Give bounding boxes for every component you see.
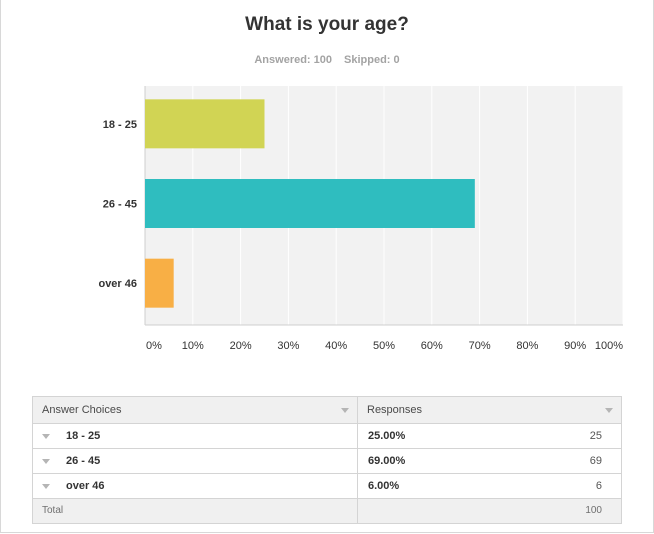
bar [145, 258, 174, 308]
x-tick-label: 40% [325, 340, 347, 352]
total-label: Total [42, 505, 64, 516]
response-percent: 6.00% [368, 480, 400, 492]
x-tick-label: 70% [469, 340, 491, 352]
response-cell: 6.00% 6 [357, 473, 622, 499]
choice-label: 18 - 25 [66, 430, 101, 442]
response-count: 6 [595, 480, 602, 492]
responses-table: Answer Choices Responses 18 - 25 25.00% … [32, 396, 622, 524]
x-tick-label: 90% [564, 340, 586, 352]
total-label-cell: Total [32, 498, 358, 524]
expand-caret-icon[interactable] [42, 434, 50, 439]
choice-cell: 26 - 45 [32, 448, 358, 474]
expand-caret-icon[interactable] [42, 484, 50, 489]
responses-header-label: Responses [367, 404, 423, 416]
x-tick-label: 0% [146, 340, 162, 352]
choice-label: 26 - 45 [66, 455, 101, 467]
sort-caret-icon[interactable] [605, 408, 613, 413]
category-label: 26 - 45 [103, 199, 137, 211]
category-label: over 46 [98, 278, 137, 290]
bar [145, 179, 475, 228]
response-count: 69 [589, 455, 602, 467]
response-cell: 69.00% 69 [357, 448, 622, 474]
x-tick-label: 10% [182, 340, 204, 352]
response-percent: 69.00% [368, 455, 406, 467]
response-percent: 25.00% [368, 430, 406, 442]
x-tick-label: 100% [595, 340, 623, 352]
x-tick-label: 60% [421, 340, 443, 352]
table-header-row: Answer Choices Responses [32, 396, 622, 424]
bar-chart: 0% 10% 20% 30% 40% 50% 60% 70% 80% 90% 100% 18 - 25… [98, 86, 624, 352]
answered-count: Answered: 100 [254, 54, 333, 66]
expand-caret-icon[interactable] [42, 459, 50, 464]
table-row: over 46 6.00% 6 [32, 473, 622, 499]
choice-label: over 46 [66, 480, 105, 492]
question-title: What is your age? [245, 14, 409, 35]
choice-cell: 18 - 25 [32, 423, 358, 449]
answer-choices-header[interactable]: Answer Choices [32, 396, 358, 424]
x-tick-label: 50% [373, 340, 395, 352]
total-count: 100 [585, 505, 602, 516]
skipped-count: Skipped: 0 [344, 54, 400, 66]
x-tick-label: 20% [230, 340, 252, 352]
responses-header[interactable]: Responses [357, 396, 622, 424]
choice-cell: over 46 [32, 473, 358, 499]
table-total-row: Total 100 [32, 498, 622, 524]
response-summary: Answered: 100 Skipped: 0 [0, 54, 654, 66]
table-row: 18 - 25 25.00% 25 [32, 423, 622, 449]
category-label: 18 - 25 [103, 119, 137, 131]
bar [145, 99, 265, 149]
x-tick-label: 80% [516, 340, 538, 352]
response-count: 25 [589, 430, 602, 442]
table-row: 26 - 45 69.00% 69 [32, 448, 622, 474]
x-tick-label: 30% [277, 340, 299, 352]
answer-choices-header-label: Answer Choices [42, 404, 122, 416]
total-count-cell: 100 [357, 498, 622, 524]
sort-caret-icon[interactable] [341, 408, 349, 413]
response-cell: 25.00% 25 [357, 423, 622, 449]
